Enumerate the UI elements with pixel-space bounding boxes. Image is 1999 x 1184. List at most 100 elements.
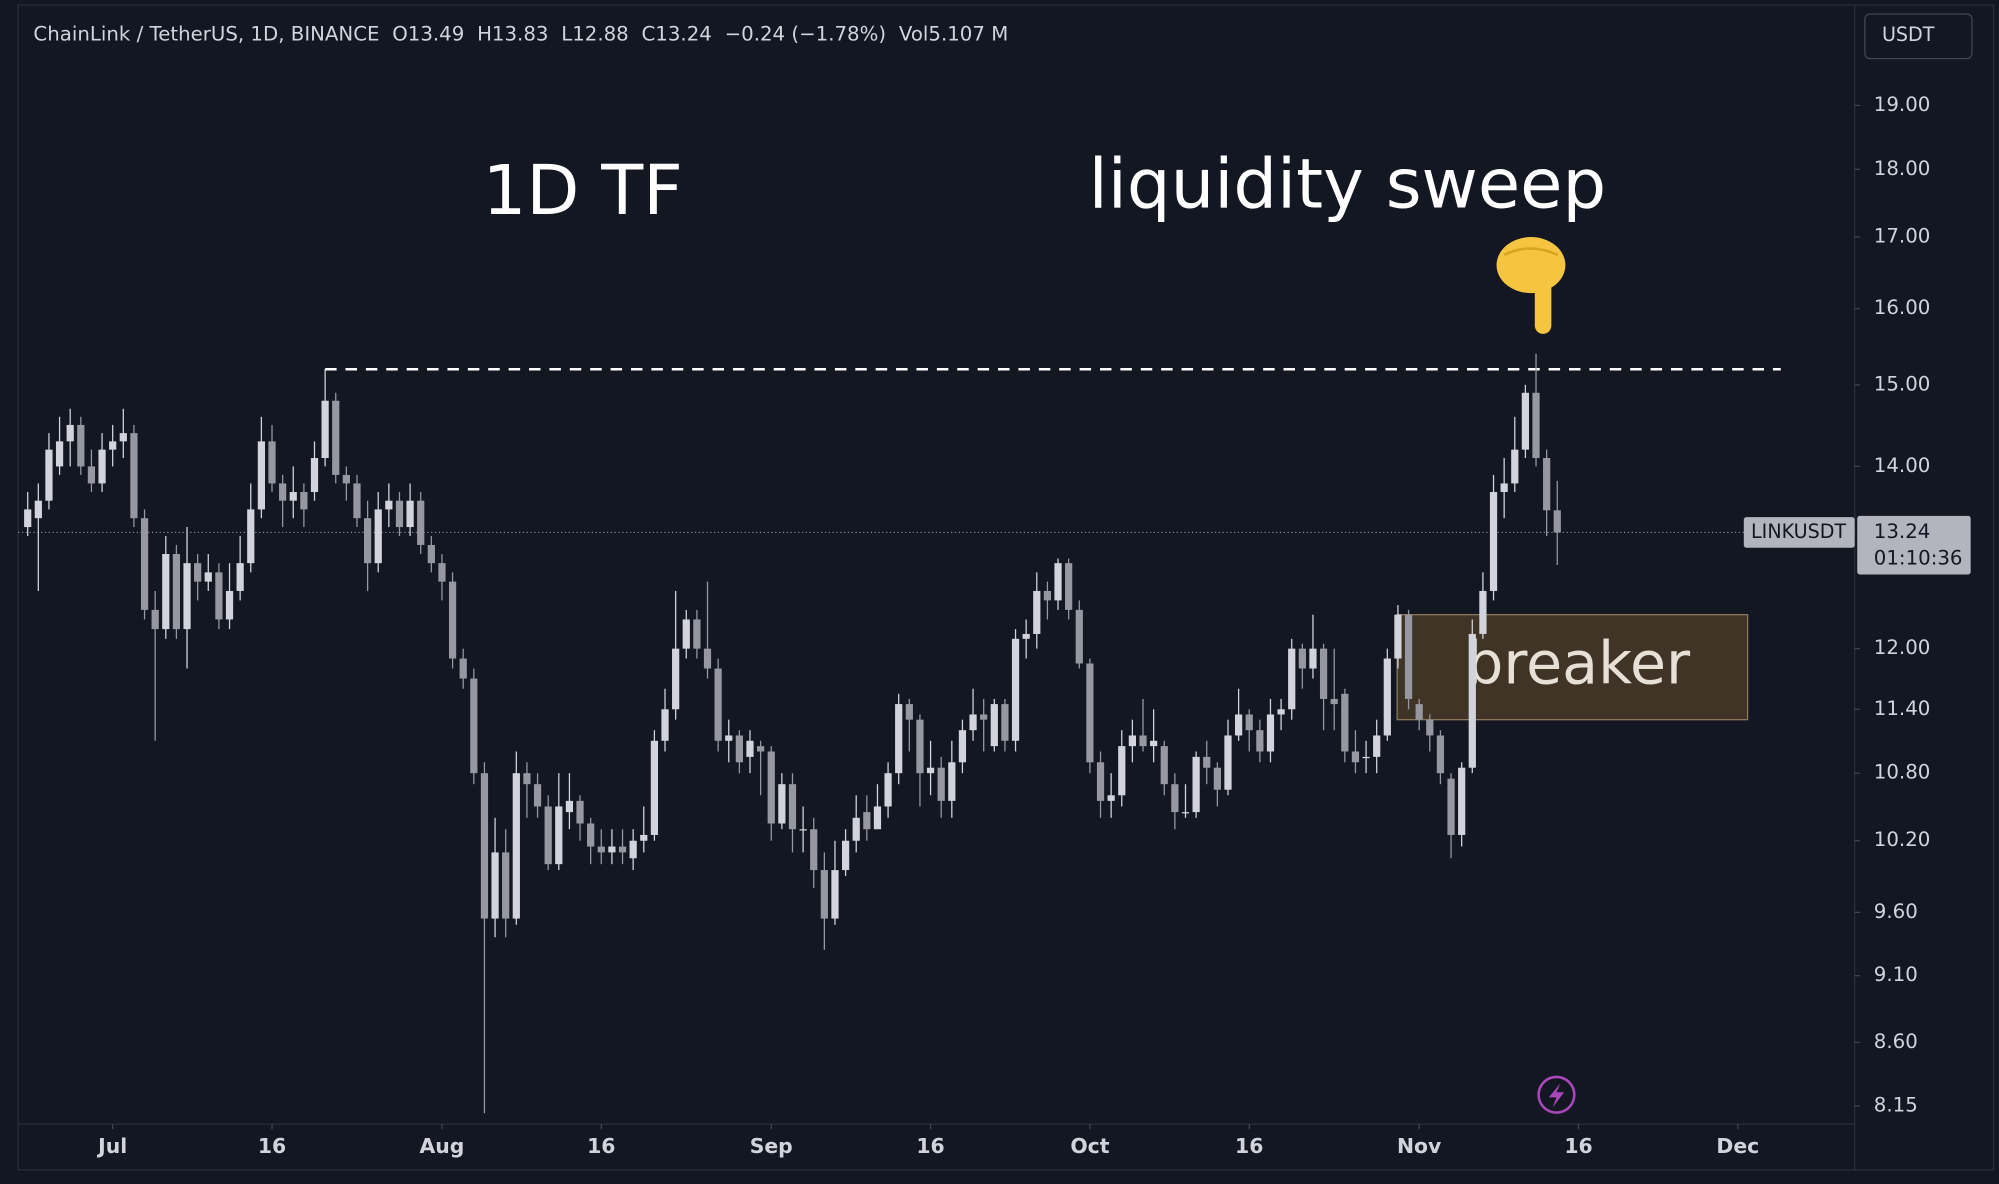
candle-body [395, 500, 404, 528]
candle-body [98, 449, 106, 484]
header-item: −0.24 (−1.78%) [725, 22, 887, 45]
y-tick-label: 11.40 [1874, 697, 1931, 720]
y-tick-label: 9.10 [1874, 963, 1918, 986]
candle-body [672, 648, 680, 710]
candle-body [1319, 648, 1328, 699]
candle-body [385, 500, 393, 510]
candle-body [799, 829, 807, 831]
candle-body [130, 433, 138, 519]
candle-body [703, 648, 712, 669]
annotation: 1D TF [483, 151, 683, 231]
last-price-box [1857, 515, 1971, 575]
header-item: ChainLink / TetherUS, 1D, BINANCE [33, 22, 379, 45]
candle-body [1436, 735, 1445, 774]
x-tick-label: 16 [1235, 1134, 1263, 1158]
symbol-label: LINKUSDT [1751, 520, 1846, 543]
candle-body [714, 668, 722, 741]
candle-body [162, 554, 170, 630]
candle-body [491, 852, 499, 919]
candle-body [119, 433, 127, 442]
candle-body [502, 852, 510, 919]
candle-body [1468, 633, 1476, 768]
y-tick-label: 17.00 [1874, 224, 1931, 247]
candle-body [24, 509, 32, 528]
y-tick-label: 8.15 [1874, 1093, 1918, 1116]
candle-body [1011, 638, 1020, 741]
candle-body [1171, 784, 1179, 813]
candle-body [151, 609, 159, 630]
candle-body [725, 735, 733, 741]
y-tick-label: 9.60 [1874, 900, 1918, 923]
candle-body [926, 767, 935, 774]
y-tick-label: 14.00 [1874, 454, 1931, 477]
candle-body [45, 449, 53, 501]
frame [17, 4, 1995, 1171]
y-tick-label: 18.00 [1874, 157, 1931, 180]
x-tick-label: 16 [1564, 1134, 1592, 1158]
candle-body [1532, 392, 1540, 459]
candle-body [480, 773, 489, 919]
candle-body [1107, 795, 1115, 801]
candle-body [980, 714, 988, 720]
candle-body [1479, 590, 1487, 634]
candle-body [1447, 778, 1455, 835]
candle-body [1383, 658, 1391, 736]
x-tick-label: Nov [1397, 1134, 1441, 1158]
candle-body [438, 563, 446, 582]
candle-body [1033, 590, 1041, 634]
candle-body [895, 704, 903, 774]
candle-body [204, 572, 212, 582]
candle-body [427, 544, 435, 564]
candle-body [342, 474, 350, 484]
candle-body [810, 829, 818, 871]
candle-body [555, 806, 563, 865]
header-item: O13.49 [392, 22, 464, 45]
candle-body [587, 823, 595, 847]
x-tick-label: 16 [916, 1134, 944, 1158]
candle-body [831, 870, 839, 919]
candle-body [1075, 609, 1083, 664]
candle-body [757, 746, 765, 752]
y-tick-label: 10.20 [1874, 828, 1931, 851]
candle-body [576, 800, 584, 824]
candle-body [55, 441, 64, 467]
candle-body [34, 500, 42, 519]
candle-body [905, 704, 913, 720]
candle-body [1426, 719, 1434, 736]
candle-body [958, 730, 967, 763]
candle-body [693, 619, 701, 649]
candle-body [512, 773, 520, 919]
candle-body [1277, 709, 1285, 715]
candle-body [884, 773, 892, 807]
candle-body [140, 518, 149, 610]
currency-button-label[interactable]: USDT [1882, 23, 1935, 46]
candle-body [183, 563, 191, 630]
lightning-icon[interactable] [1537, 1075, 1576, 1114]
candle-body [544, 806, 552, 865]
candle-body [746, 740, 754, 757]
candle-body [1521, 392, 1530, 450]
candle-body [406, 500, 414, 528]
candle-body [1489, 492, 1498, 591]
candle-body [1266, 714, 1275, 752]
candle-body [1043, 590, 1052, 601]
candle-body [767, 751, 775, 824]
candle-body [618, 846, 627, 853]
plot-area: breaker [18, 353, 1855, 1114]
candle-body [640, 834, 648, 841]
candle-body [66, 424, 74, 442]
candle-body [279, 483, 287, 501]
candle-body [1065, 563, 1073, 610]
candle-body [735, 735, 743, 763]
countdown-label: 01:10:36 [1874, 547, 1963, 570]
candle-body [1330, 698, 1338, 705]
candle-body [650, 740, 659, 835]
candle-body [682, 619, 690, 649]
candle-body [1086, 663, 1094, 763]
candle-body [820, 870, 828, 919]
candle-body [629, 840, 637, 859]
currency-button[interactable] [1864, 13, 1973, 60]
candle-body [1213, 767, 1221, 790]
